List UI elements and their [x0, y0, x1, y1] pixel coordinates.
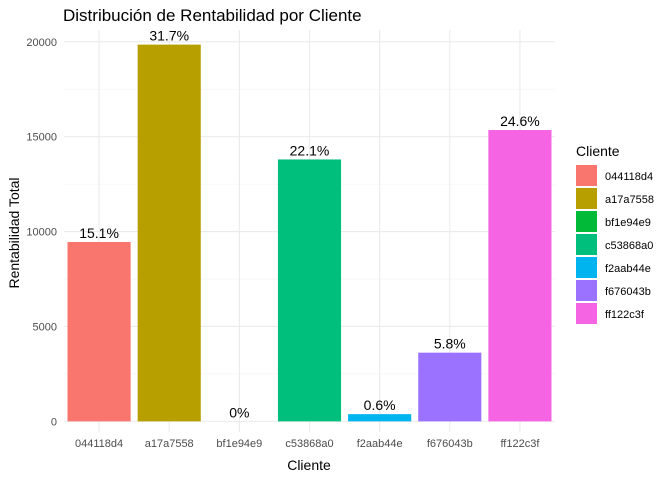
y-axis-title: Rentabilidad Total [6, 177, 22, 288]
bar-a17a7558 [137, 44, 201, 422]
data-label-f2aab44e: 0.6% [364, 397, 396, 413]
legend-key-c53868a0 [576, 234, 597, 255]
bars [67, 44, 552, 422]
data-label-ff122c3f: 24.6% [500, 113, 540, 129]
legend-label-c53868a0: c53868a0 [605, 240, 653, 252]
data-label-c53868a0: 22.1% [290, 142, 330, 158]
legend-label-f676043b: f676043b [605, 286, 651, 298]
legend-key-f2aab44e [576, 257, 597, 278]
chart-title: Distribución de Rentabilidad por Cliente [63, 6, 362, 25]
bar-c53868a0 [277, 159, 342, 422]
legend: Cliente 044118d4 a17a7558 bf1e94e9 c53868a0… [576, 143, 654, 324]
legend-label-044118d4: 044118d4 [605, 171, 653, 183]
y-tick-label: 0 [51, 416, 57, 428]
legend-label-ff122c3f: ff122c3f [605, 309, 645, 321]
y-tick-label: 10000 [26, 227, 57, 239]
y-tick-label: 20000 [26, 37, 57, 49]
legend-key-f676043b [576, 280, 597, 301]
bar-044118d4 [67, 242, 131, 422]
legend-title: Cliente [576, 143, 620, 159]
legend-key-ff122c3f [576, 303, 597, 324]
bar-f2aab44e [348, 414, 412, 422]
legend-key-a17a7558 [576, 188, 597, 209]
x-axis-title: Cliente [287, 457, 331, 473]
data-label-044118d4: 15.1% [79, 225, 119, 241]
x-tick-label: ff122c3f [500, 438, 540, 450]
x-tick-label: bf1e94e9 [216, 438, 262, 450]
x-tick-label: a17a7558 [145, 438, 194, 450]
data-label-bf1e94e9: 0% [229, 404, 249, 420]
bar-ff122c3f [488, 130, 552, 422]
x-tick-label: f676043b [427, 438, 473, 450]
data-label-f676043b: 5.8% [434, 336, 466, 352]
legend-label-f2aab44e: f2aab44e [605, 263, 651, 275]
axis-ticks: 044118d4 a17a7558 bf1e94e9 c53868a0 f2aab44e… [26, 37, 540, 450]
legend-label-bf1e94e9: bf1e94e9 [605, 217, 651, 229]
x-tick-label: c53868a0 [285, 438, 333, 450]
y-tick-label: 15000 [26, 132, 57, 144]
data-labels: 15.1% 31.7% 0% 22.1% 0.6% 5.8% 24.6% [79, 28, 540, 421]
x-tick-label: f2aab44e [357, 438, 403, 450]
x-tick-label: 044118d4 [75, 438, 123, 450]
data-label-a17a7558: 31.7% [149, 28, 189, 44]
bar-f676043b [418, 352, 482, 422]
legend-key-044118d4 [576, 165, 597, 186]
y-tick-label: 5000 [33, 321, 57, 333]
legend-key-bf1e94e9 [576, 211, 597, 232]
legend-label-a17a7558: a17a7558 [605, 194, 654, 206]
